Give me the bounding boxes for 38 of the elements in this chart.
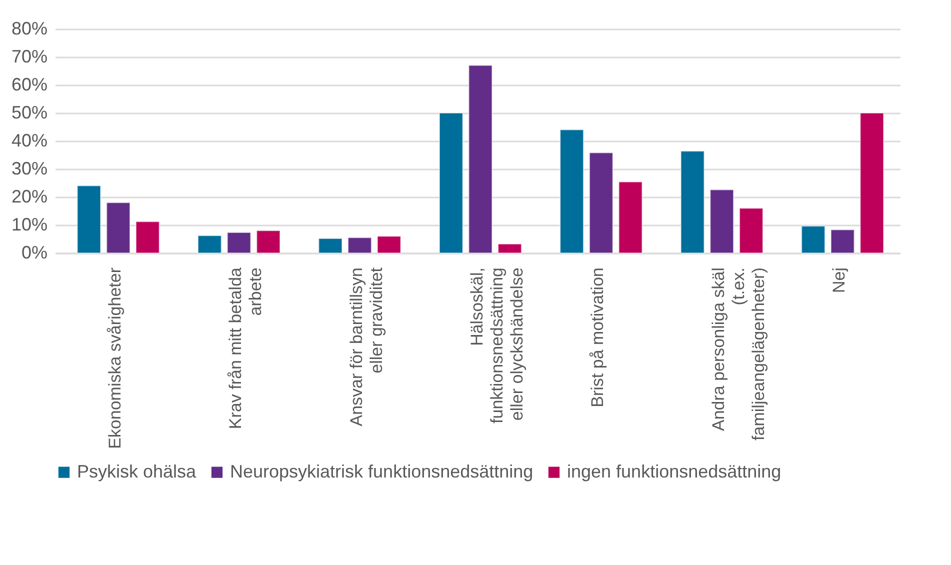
bar bbox=[106, 202, 130, 254]
legend-label: ingen funktionsnedsättning bbox=[567, 461, 782, 482]
bar bbox=[256, 230, 280, 254]
bar bbox=[136, 221, 160, 254]
legend-label: Psykisk ohälsa bbox=[77, 461, 198, 482]
bar bbox=[226, 232, 252, 254]
bar bbox=[560, 129, 584, 254]
bar bbox=[589, 152, 614, 254]
bar bbox=[468, 64, 493, 254]
y-tick-label: 0% bbox=[21, 242, 48, 262]
bar bbox=[318, 238, 342, 254]
y-tick-label: 70% bbox=[11, 46, 48, 66]
y-tick-label: 20% bbox=[11, 186, 48, 206]
x-tick-label: Brist på motivation bbox=[588, 268, 608, 408]
x-tick-label: Nej bbox=[830, 268, 849, 294]
legend-label: Neuropsykiatrisk funktionsnedsättning bbox=[230, 461, 534, 482]
y-tick-label: 80% bbox=[11, 18, 48, 38]
y-tick-label: 50% bbox=[11, 102, 48, 122]
y-tick-label: 30% bbox=[11, 158, 48, 178]
x-tick-label: Andra personliga skäl (t.ex. familjeangelägenheter) bbox=[708, 268, 768, 440]
bar bbox=[801, 226, 826, 254]
bar bbox=[739, 208, 764, 254]
bar bbox=[376, 236, 402, 254]
y-tick-label: 60% bbox=[11, 74, 48, 94]
bar bbox=[710, 189, 734, 254]
bar bbox=[830, 229, 855, 254]
bar bbox=[76, 185, 102, 254]
bar bbox=[680, 150, 705, 254]
bar bbox=[438, 112, 464, 254]
bar bbox=[198, 235, 222, 254]
bar bbox=[348, 237, 372, 254]
bar bbox=[860, 112, 884, 254]
x-tick-label: Ekonomiska svårigheter bbox=[105, 267, 124, 449]
bar bbox=[618, 181, 643, 254]
bar bbox=[498, 244, 522, 254]
y-tick-label: 40% bbox=[11, 130, 48, 150]
x-tick-label: Krav från mitt betalda arbete bbox=[226, 266, 266, 430]
y-tick-label: 10% bbox=[11, 214, 48, 234]
